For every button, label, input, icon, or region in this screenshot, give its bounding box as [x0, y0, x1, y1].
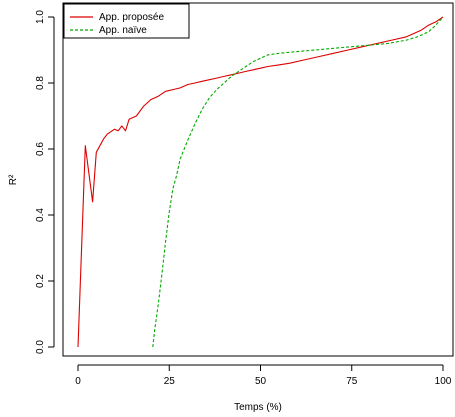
plot-frame	[62, 2, 454, 357]
y-tick-label: 1.0	[35, 10, 46, 24]
legend-label-naive: App. naïve	[99, 25, 147, 36]
series-line-proposee	[77, 16, 444, 348]
y-tick-label: 0.0	[35, 340, 46, 354]
y-tick-label: 0.6	[35, 142, 46, 156]
legend-label-proposee: App. proposée	[99, 12, 164, 23]
x-axis: 0 25 50 75 100	[75, 364, 452, 387]
y-tick-label: 0.2	[35, 274, 46, 288]
legend-box	[63, 3, 190, 39]
series-line-naive	[152, 16, 444, 348]
x-tick-label: 75	[346, 376, 358, 387]
legend: App. proposée App. naïve	[63, 3, 190, 39]
x-tick-label: 25	[164, 376, 176, 387]
x-tick-label: 0	[75, 376, 81, 387]
series-layer	[77, 16, 444, 348]
y-axis-title: R²	[8, 174, 19, 185]
x-tick-label: 100	[435, 376, 452, 387]
y-tick-label: 0.4	[35, 208, 46, 222]
y-axis: 0.0 0.2 0.4 0.6 0.8 1.0	[35, 10, 55, 354]
y-tick-label: 0.8	[35, 76, 46, 90]
x-tick-label: 50	[255, 376, 267, 387]
x-axis-title: Temps (%)	[234, 402, 282, 413]
